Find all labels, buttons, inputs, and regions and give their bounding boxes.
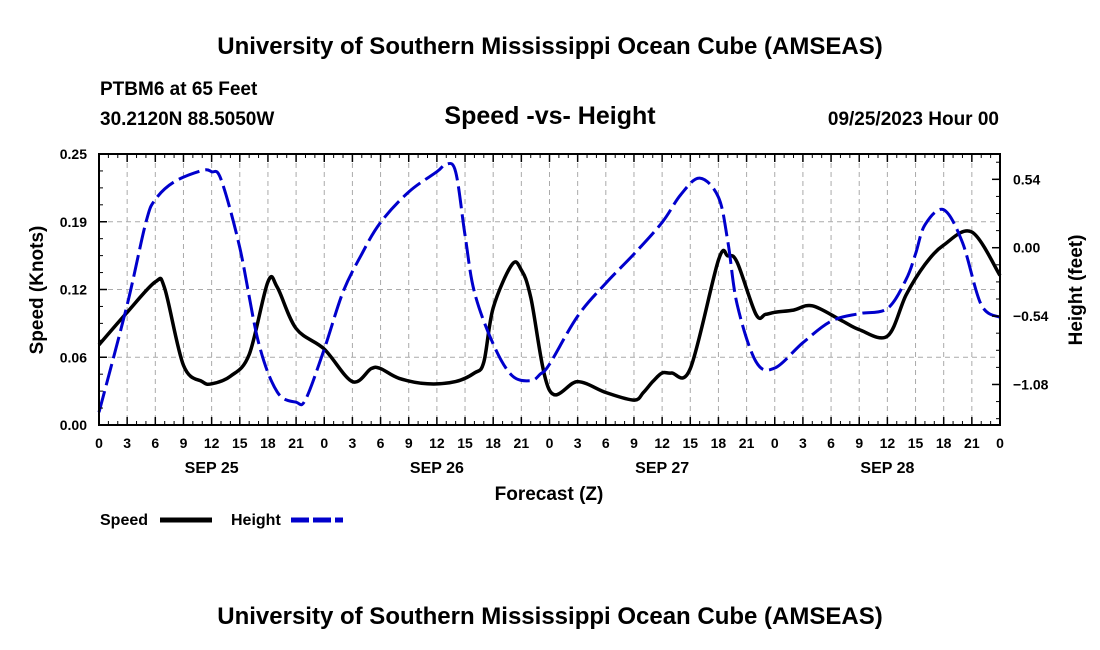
date-label: SEP 25 bbox=[185, 460, 239, 477]
y-right-tick-label: 0.54 bbox=[1013, 171, 1040, 187]
y-left-tick-label: 0.12 bbox=[60, 282, 87, 298]
legend-label-speed: Speed bbox=[100, 512, 148, 529]
x-tick-label: 12 bbox=[429, 435, 445, 451]
legend-label-height: Height bbox=[231, 512, 281, 529]
x-tick-label: 9 bbox=[180, 435, 188, 451]
x-tick-label: 3 bbox=[574, 435, 582, 451]
date-label: SEP 28 bbox=[860, 460, 914, 477]
y-right-tick-label: −0.54 bbox=[1013, 308, 1049, 324]
x-tick-label: 6 bbox=[602, 435, 610, 451]
chart-title: Speed -vs- Height bbox=[444, 102, 656, 130]
x-tick-label: 18 bbox=[260, 435, 276, 451]
x-tick-label: 15 bbox=[232, 435, 248, 451]
x-tick-label: 18 bbox=[711, 435, 727, 451]
ticks bbox=[98, 153, 1001, 426]
x-tick-label: 12 bbox=[204, 435, 220, 451]
x-tick-label: 0 bbox=[546, 435, 554, 451]
x-tick-label: 15 bbox=[457, 435, 473, 451]
footer-title: University of Southern Mississippi Ocean… bbox=[217, 603, 882, 630]
x-tick-label: 21 bbox=[514, 435, 530, 451]
run-time: 09/25/2023 Hour 00 bbox=[828, 109, 999, 130]
tick-labels: 0 3 6 9 12 15 18 21 0 3 6 9 12 15 18 21 0 3 6 9 12 15 18 21 0 3 6 9… bbox=[60, 146, 1049, 477]
x-tick-label: 0 bbox=[95, 435, 103, 451]
y-left-tick-label: 0.19 bbox=[60, 214, 87, 230]
y-axis-left-title: Speed (Knots) bbox=[27, 226, 48, 355]
x-tick-label: 15 bbox=[682, 435, 698, 451]
x-tick-label: 3 bbox=[123, 435, 131, 451]
x-tick-label: 15 bbox=[908, 435, 924, 451]
x-tick-label: 21 bbox=[739, 435, 755, 451]
x-tick-label: 18 bbox=[936, 435, 952, 451]
x-tick-label: 6 bbox=[827, 435, 835, 451]
x-tick-label: 3 bbox=[799, 435, 807, 451]
x-tick-label: 9 bbox=[405, 435, 413, 451]
legend: Speed Height bbox=[100, 512, 343, 529]
x-tick-label: 3 bbox=[349, 435, 357, 451]
y-left-tick-label: 0.06 bbox=[60, 349, 87, 365]
x-axis-title: Forecast (Z) bbox=[495, 484, 604, 505]
series-lines bbox=[97, 161, 1002, 413]
y-right-tick-label: 0.00 bbox=[1013, 240, 1040, 256]
x-tick-label: 12 bbox=[880, 435, 896, 451]
station-coords: 30.2120N 88.5050W bbox=[100, 109, 274, 130]
date-label: SEP 27 bbox=[635, 460, 689, 477]
series-line-speed bbox=[97, 229, 1002, 402]
x-tick-label: 0 bbox=[320, 435, 328, 451]
y-axis-right-title: Height (feet) bbox=[1066, 235, 1087, 346]
x-tick-label: 9 bbox=[630, 435, 638, 451]
y-right-tick-label: −1.08 bbox=[1013, 376, 1049, 392]
y-left-tick-label: 0.00 bbox=[60, 417, 87, 433]
x-tick-label: 0 bbox=[771, 435, 779, 451]
main-title: University of Southern Mississippi Ocean… bbox=[217, 33, 882, 60]
y-left-tick-label: 0.25 bbox=[60, 146, 87, 162]
x-tick-label: 21 bbox=[964, 435, 980, 451]
x-tick-label: 18 bbox=[485, 435, 501, 451]
x-tick-label: 6 bbox=[151, 435, 159, 451]
x-tick-label: 0 bbox=[996, 435, 1004, 451]
x-tick-label: 9 bbox=[855, 435, 863, 451]
x-tick-label: 21 bbox=[288, 435, 304, 451]
grid bbox=[99, 154, 1000, 425]
x-tick-label: 6 bbox=[377, 435, 385, 451]
date-label: SEP 26 bbox=[410, 460, 464, 477]
x-tick-label: 12 bbox=[654, 435, 670, 451]
station-name: PTBM6 at 65 Feet bbox=[100, 79, 258, 100]
series-line-height bbox=[97, 161, 1001, 413]
